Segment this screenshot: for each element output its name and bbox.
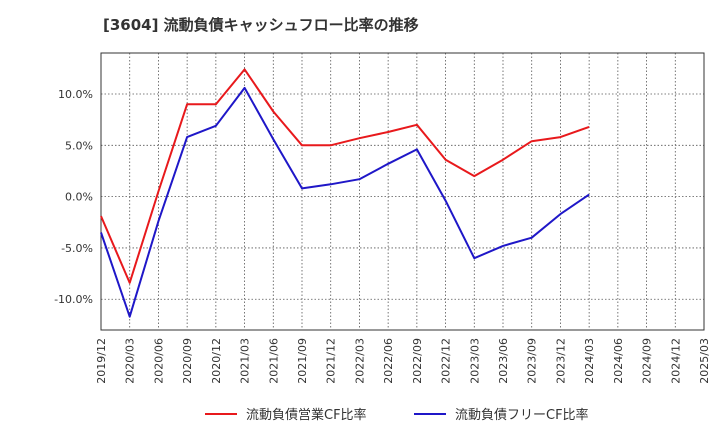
x-tick-label: 2023/09 [526,338,539,384]
y-tick-label: -5.0% [61,242,93,255]
y-tick-label: 0.0% [65,191,93,204]
series-line-2 [100,86,590,318]
x-tick-label: 2024/09 [641,338,654,384]
x-tick-label: 2020/09 [181,338,194,384]
x-tick-label: 2022/09 [411,338,424,384]
x-tick-label: 2021/09 [296,338,309,384]
x-tick-label: 2022/12 [440,338,453,384]
chart-title: [3604] 流動負債キャッシュフロー比率の推移 [103,16,419,34]
y-tick-label: -10.0% [54,293,93,306]
x-tick-label: 2020/06 [152,338,165,384]
y-tick-label: 5.0% [65,139,93,152]
x-tick-label: 2025/03 [698,338,711,384]
x-tick-label: 2023/06 [497,338,510,384]
x-tick-label: 2021/12 [325,338,338,384]
x-tick-label: 2024/12 [669,338,682,384]
x-tick-label: 2023/03 [468,338,481,384]
x-tick-label: 2024/06 [612,338,625,384]
x-tick-label: 2022/03 [353,338,366,384]
legend-label-1: 流動負債営業CF比率 [246,407,367,423]
x-tick-label: 2024/03 [583,338,596,384]
x-tick-label: 2021/03 [239,338,252,384]
x-tick-label: 2020/03 [124,338,137,384]
series-line-1 [100,68,590,284]
x-tick-label: 2020/12 [210,338,223,384]
x-tick-label: 2021/06 [267,338,280,384]
x-tick-label: 2023/12 [554,338,567,384]
x-tick-label: 2022/06 [382,338,395,384]
legend-label-2: 流動負債フリーCF比率 [455,407,589,423]
x-tick-label: 2019/12 [95,338,108,384]
y-tick-label: 10.0% [58,88,93,101]
plot-frame [100,52,705,331]
